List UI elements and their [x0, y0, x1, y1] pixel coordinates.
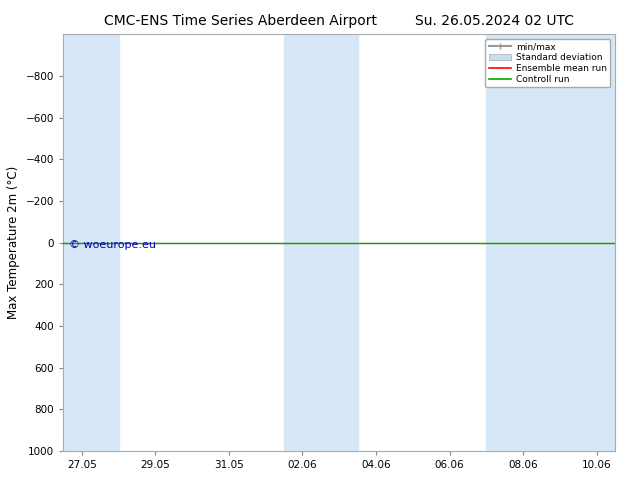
Legend: min/max, Standard deviation, Ensemble mean run, Controll run: min/max, Standard deviation, Ensemble me…	[485, 39, 611, 87]
Text: CMC-ENS Time Series Aberdeen Airport: CMC-ENS Time Series Aberdeen Airport	[105, 14, 377, 28]
Bar	[284, 34, 358, 451]
Text: © woeurope.eu: © woeurope.eu	[69, 241, 156, 250]
Y-axis label: Max Temperature 2m (°C): Max Temperature 2m (°C)	[8, 166, 20, 319]
Text: Su. 26.05.2024 02 UTC: Su. 26.05.2024 02 UTC	[415, 14, 574, 28]
Bar	[63, 34, 119, 451]
Bar	[486, 34, 615, 451]
